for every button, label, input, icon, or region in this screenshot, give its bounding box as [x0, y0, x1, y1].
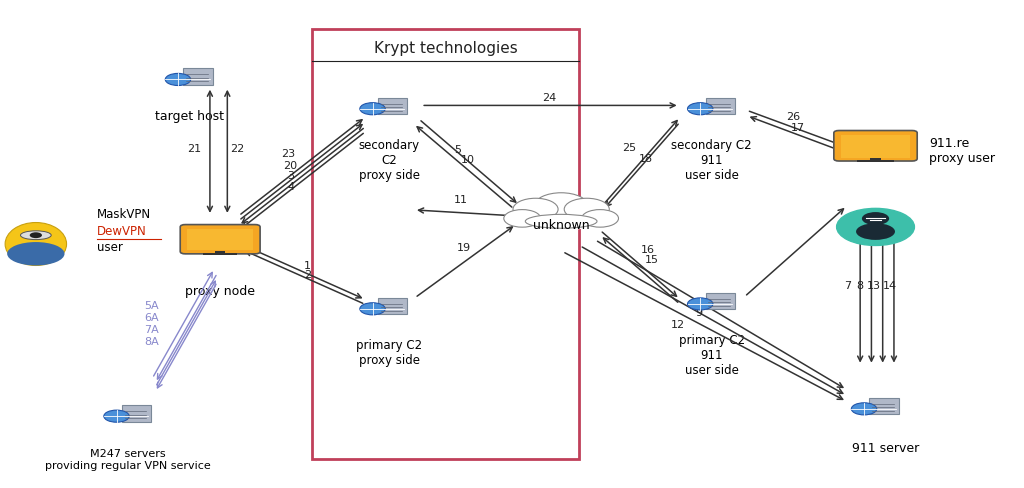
- Text: 911 server: 911 server: [852, 442, 920, 455]
- Text: 23: 23: [281, 149, 295, 159]
- Text: primary C2
proxy side: primary C2 proxy side: [356, 339, 422, 367]
- Ellipse shape: [862, 212, 889, 225]
- Text: 6: 6: [714, 295, 720, 305]
- Text: 19: 19: [457, 243, 471, 253]
- Text: Krypt technologies: Krypt technologies: [374, 41, 517, 57]
- Text: 25: 25: [622, 143, 636, 153]
- Ellipse shape: [5, 223, 67, 265]
- Ellipse shape: [510, 199, 612, 230]
- Ellipse shape: [687, 298, 713, 310]
- Ellipse shape: [359, 303, 385, 315]
- Text: 6A: 6A: [144, 313, 159, 323]
- Bar: [857, 161, 894, 163]
- Text: 17: 17: [791, 123, 805, 133]
- Text: 8: 8: [857, 282, 863, 291]
- FancyBboxPatch shape: [834, 130, 918, 161]
- FancyBboxPatch shape: [122, 405, 152, 422]
- Ellipse shape: [513, 198, 558, 220]
- Text: 10: 10: [461, 155, 475, 164]
- Text: 18: 18: [639, 154, 653, 164]
- Ellipse shape: [103, 410, 129, 422]
- Text: 1: 1: [304, 261, 310, 271]
- Ellipse shape: [535, 193, 588, 218]
- Text: 14: 14: [883, 282, 897, 291]
- Text: M247 servers
providing regular VPN service: M247 servers providing regular VPN servi…: [45, 449, 211, 470]
- FancyBboxPatch shape: [706, 98, 735, 114]
- Ellipse shape: [856, 223, 895, 240]
- Text: 3: 3: [288, 171, 294, 181]
- Text: 7: 7: [845, 282, 851, 291]
- Text: MaskVPN: MaskVPN: [97, 208, 152, 221]
- Text: 2: 2: [304, 270, 310, 280]
- Text: 15: 15: [645, 255, 659, 265]
- Text: 26: 26: [786, 112, 801, 122]
- Text: target host: target host: [155, 110, 224, 123]
- Ellipse shape: [851, 403, 877, 415]
- Ellipse shape: [165, 73, 190, 85]
- Text: unknown: unknown: [532, 220, 590, 232]
- Text: secondary C2
911
user side: secondary C2 911 user side: [672, 139, 752, 182]
- Text: 4: 4: [288, 182, 294, 192]
- Text: 8A: 8A: [144, 337, 159, 346]
- Ellipse shape: [564, 198, 609, 220]
- FancyBboxPatch shape: [183, 68, 213, 85]
- FancyBboxPatch shape: [180, 224, 260, 254]
- Ellipse shape: [687, 102, 713, 115]
- FancyBboxPatch shape: [378, 298, 408, 314]
- Ellipse shape: [20, 231, 51, 240]
- Bar: [312, 29, 579, 459]
- Text: 7A: 7A: [144, 325, 159, 335]
- FancyBboxPatch shape: [869, 398, 899, 414]
- Ellipse shape: [525, 214, 597, 228]
- Text: secondary
C2
proxy side: secondary C2 proxy side: [358, 139, 420, 182]
- Text: 20: 20: [283, 161, 297, 171]
- Ellipse shape: [7, 242, 65, 265]
- Text: DewVPN: DewVPN: [97, 225, 147, 238]
- Text: 5A: 5A: [144, 302, 159, 311]
- Text: proxy node: proxy node: [185, 285, 255, 299]
- Text: 11: 11: [454, 195, 468, 205]
- Ellipse shape: [359, 102, 385, 115]
- Text: 911.re
proxy user: 911.re proxy user: [929, 137, 994, 165]
- FancyBboxPatch shape: [187, 229, 253, 250]
- Bar: [215, 251, 225, 254]
- Text: 21: 21: [187, 144, 202, 154]
- Text: primary C2
911
user side: primary C2 911 user side: [679, 334, 744, 377]
- Ellipse shape: [30, 232, 42, 238]
- Text: 24: 24: [542, 93, 556, 102]
- Ellipse shape: [582, 210, 618, 227]
- Ellipse shape: [837, 208, 914, 245]
- Text: 22: 22: [230, 144, 245, 154]
- Text: 5: 5: [455, 145, 461, 155]
- Text: 9: 9: [695, 308, 701, 318]
- Ellipse shape: [504, 210, 541, 227]
- FancyBboxPatch shape: [706, 293, 735, 309]
- FancyBboxPatch shape: [378, 98, 408, 114]
- Text: 13: 13: [866, 282, 881, 291]
- Text: user: user: [97, 242, 123, 254]
- Bar: [203, 253, 238, 255]
- FancyBboxPatch shape: [842, 135, 910, 158]
- Bar: [870, 158, 881, 161]
- Text: 16: 16: [641, 245, 655, 255]
- Text: 12: 12: [671, 321, 685, 330]
